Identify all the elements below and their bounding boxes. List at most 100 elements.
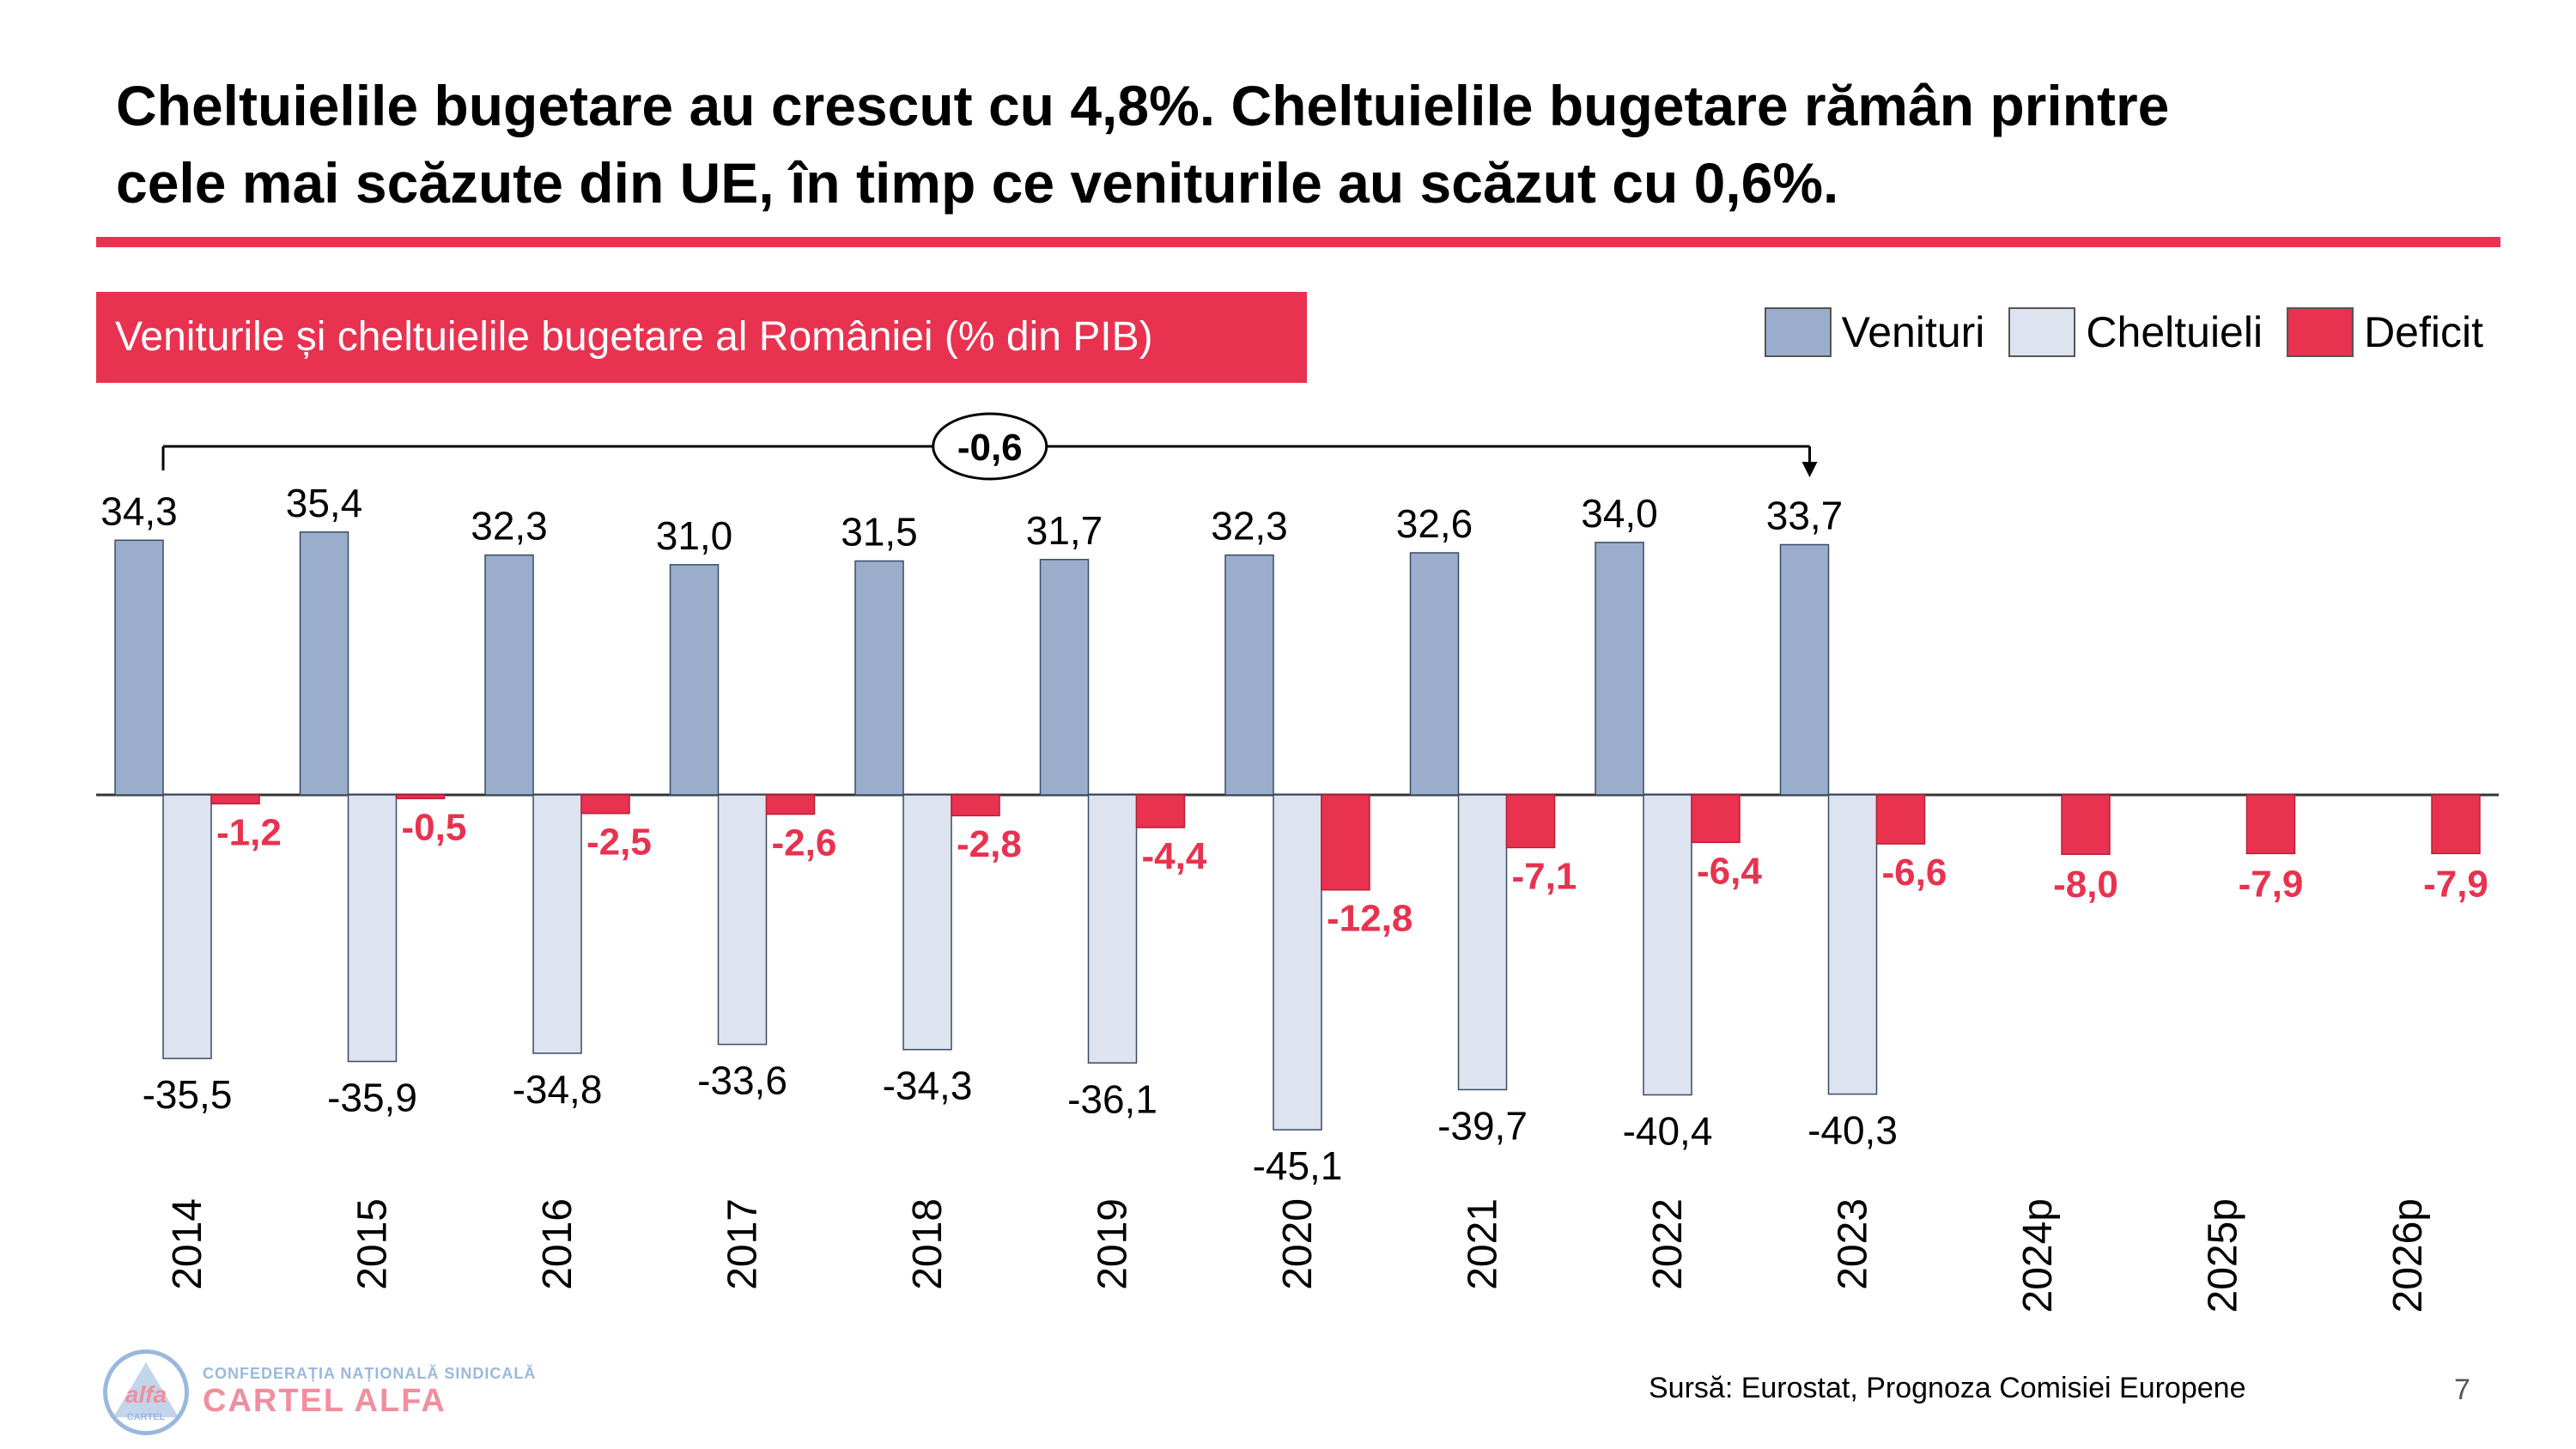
data-label-venituri-2022: 34,0 bbox=[1581, 491, 1658, 536]
bar-cheltuieli-2022 bbox=[1643, 794, 1692, 1096]
bar-deficit-2020 bbox=[1321, 794, 1370, 891]
category-label-2022: 2022 bbox=[1645, 1198, 1691, 1290]
bar-venituri-2015 bbox=[299, 531, 349, 796]
bar-venituri-2016 bbox=[484, 554, 534, 796]
bar-venituri-2014 bbox=[114, 539, 164, 796]
logo-text: CONFEDERAȚIA NAȚIONALĂ SINDICALĂ CARTEL … bbox=[203, 1365, 536, 1420]
bar-deficit-2025p bbox=[2245, 794, 2296, 855]
data-label-deficit-2019: -4,4 bbox=[1142, 835, 1207, 877]
bar-deficit-2014 bbox=[210, 794, 260, 805]
bar-deficit-2022 bbox=[1691, 794, 1741, 844]
legend-label-cheltuieli: Cheltuieli bbox=[2086, 308, 2263, 356]
bar-cheltuieli-2014 bbox=[162, 794, 212, 1059]
bar-cheltuieli-2017 bbox=[717, 794, 768, 1046]
data-label-deficit-2014: -1,2 bbox=[216, 811, 282, 853]
legend-item-cheltuieli: Cheltuieli bbox=[2008, 307, 2263, 357]
source-note: Sursă: Eurostat, Prognoza Comisiei Europ… bbox=[1649, 1372, 2246, 1404]
category-label-2015: 2015 bbox=[350, 1198, 396, 1290]
data-label-venituri-2023: 33,7 bbox=[1766, 493, 1844, 537]
title-line-2: cele mai scăzute din UE, în timp ce veni… bbox=[116, 151, 1839, 215]
bar-deficit-2018 bbox=[951, 794, 1000, 816]
data-label-cheltuieli-2015: -35,9 bbox=[327, 1076, 417, 1120]
bar-venituri-2021 bbox=[1409, 552, 1460, 796]
legend-swatch-deficit bbox=[2287, 307, 2354, 357]
data-label-cheltuieli-2016: -34,8 bbox=[513, 1067, 603, 1112]
bar-venituri-2018 bbox=[854, 560, 904, 796]
data-label-deficit-2022: -6,4 bbox=[1697, 850, 1762, 892]
bar-cheltuieli-2018 bbox=[902, 794, 952, 1051]
data-label-venituri-2016: 32,3 bbox=[471, 504, 548, 549]
bar-deficit-2023 bbox=[1875, 794, 1926, 845]
chart-legend: Venituri Cheltuieli Deficit bbox=[1764, 307, 2483, 357]
data-label-deficit-2024p: -8,0 bbox=[2053, 864, 2118, 906]
logo-line-2: CARTEL ALFA bbox=[203, 1383, 447, 1419]
logo-triangle-icon bbox=[113, 1362, 179, 1417]
bar-deficit-2026p bbox=[2431, 794, 2481, 855]
bar-cheltuieli-2021 bbox=[1457, 794, 1508, 1091]
data-label-deficit-2021: -7,1 bbox=[1512, 855, 1577, 897]
bar-venituri-2022 bbox=[1595, 542, 1644, 796]
page-number: 7 bbox=[2454, 1373, 2470, 1406]
bar-deficit-2015 bbox=[395, 794, 446, 800]
data-label-cheltuieli-2020: -45,1 bbox=[1253, 1143, 1343, 1188]
data-label-deficit-2018: -2,8 bbox=[957, 823, 1022, 865]
data-label-cheltuieli-2019: -36,1 bbox=[1067, 1076, 1157, 1121]
category-label-2018: 2018 bbox=[905, 1198, 951, 1290]
bar-deficit-2021 bbox=[1505, 794, 1556, 849]
data-label-deficit-2020: -12,8 bbox=[1327, 898, 1413, 940]
category-label-2019: 2019 bbox=[1091, 1198, 1136, 1290]
data-label-venituri-2018: 31,5 bbox=[841, 510, 918, 555]
data-label-venituri-2015: 35,4 bbox=[286, 481, 363, 525]
legend-label-deficit: Deficit bbox=[2364, 308, 2483, 356]
data-label-cheltuieli-2021: -39,7 bbox=[1437, 1103, 1528, 1148]
legend-label-venituri: Venituri bbox=[1841, 308, 1985, 356]
logo-mark-subtext: CARTEL bbox=[126, 1412, 166, 1422]
bar-cheltuieli-2020 bbox=[1273, 794, 1322, 1131]
bar-venituri-2020 bbox=[1224, 554, 1274, 796]
category-label-2024p: 2024p bbox=[2015, 1198, 2061, 1313]
data-label-venituri-2021: 32,6 bbox=[1396, 501, 1473, 546]
bar-venituri-2023 bbox=[1779, 543, 1830, 796]
legend-item-venituri: Venituri bbox=[1764, 307, 1985, 357]
data-label-cheltuieli-2014: -35,5 bbox=[143, 1072, 233, 1117]
data-label-venituri-2014: 34,3 bbox=[100, 488, 178, 533]
annotation-arrow-icon bbox=[1801, 462, 1818, 477]
annotation-label: -0,6 bbox=[957, 427, 1023, 469]
data-label-deficit-2015: -0,5 bbox=[402, 806, 467, 848]
logo-line-1: CONFEDERAȚIA NAȚIONALĂ SINDICALĂ bbox=[203, 1365, 537, 1382]
bar-cheltuieli-2023 bbox=[1827, 794, 1878, 1095]
bar-deficit-2017 bbox=[765, 794, 816, 815]
annotation-oval bbox=[932, 412, 1048, 481]
data-label-deficit-2017: -2,6 bbox=[772, 822, 837, 864]
data-label-deficit-2025p: -7,9 bbox=[2239, 863, 2304, 905]
bar-deficit-2019 bbox=[1135, 794, 1186, 828]
data-label-venituri-2017: 31,0 bbox=[656, 513, 733, 558]
bar-deficit-2016 bbox=[580, 794, 630, 815]
bar-cheltuieli-2019 bbox=[1087, 794, 1138, 1064]
data-label-deficit-2016: -2,5 bbox=[586, 822, 652, 864]
category-label-2023: 2023 bbox=[1831, 1198, 1876, 1290]
category-label-2026p: 2026p bbox=[2385, 1198, 2431, 1313]
category-label-2021: 2021 bbox=[1461, 1198, 1506, 1290]
category-label-2014: 2014 bbox=[165, 1198, 210, 1290]
bar-cheltuieli-2015 bbox=[347, 794, 398, 1063]
category-label-2016: 2016 bbox=[535, 1198, 580, 1290]
legend-swatch-cheltuieli bbox=[2008, 307, 2076, 357]
cartel-alfa-logo: alfa CARTEL CONFEDERAȚIA NAȚIONALĂ SINDI… bbox=[103, 1349, 536, 1435]
chart-title: Veniturile și cheltuielile bugetare al R… bbox=[96, 292, 1307, 383]
category-label-2025p: 2025p bbox=[2201, 1198, 2246, 1313]
data-label-deficit-2023: -6,6 bbox=[1882, 852, 1947, 894]
data-label-venituri-2019: 31,7 bbox=[1026, 508, 1103, 553]
category-label-2020: 2020 bbox=[1275, 1198, 1321, 1290]
legend-swatch-venituri bbox=[1764, 307, 1832, 357]
data-label-cheltuieli-2023: -40,3 bbox=[1807, 1108, 1898, 1153]
bar-cheltuieli-2016 bbox=[532, 794, 582, 1054]
category-label-2017: 2017 bbox=[720, 1198, 766, 1290]
bar-deficit-2024p bbox=[2061, 794, 2111, 855]
budget-chart: 34,3 -35,5 -1,2 2014 35,4 -35,9 -0,5 2015 32,3 -3… bbox=[96, 412, 2499, 1313]
data-label-venituri-2020: 32,3 bbox=[1211, 504, 1288, 549]
bar-venituri-2019 bbox=[1039, 559, 1090, 796]
data-label-cheltuieli-2022: -40,4 bbox=[1623, 1108, 1713, 1153]
bar-venituri-2017 bbox=[669, 564, 720, 796]
data-label-cheltuieli-2017: -33,6 bbox=[697, 1058, 787, 1103]
